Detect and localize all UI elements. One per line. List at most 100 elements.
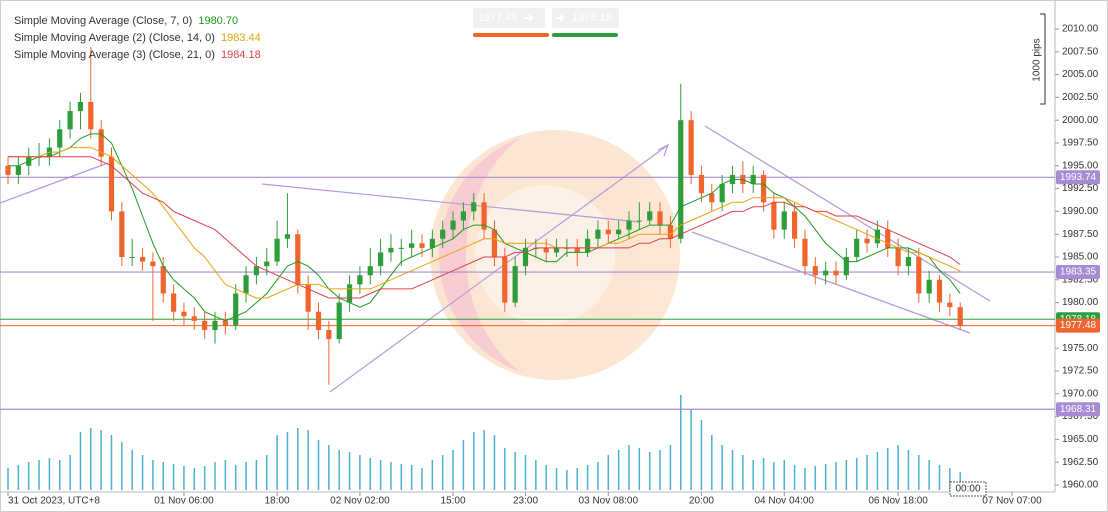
candle-body	[57, 129, 63, 148]
volume-bar	[762, 458, 765, 490]
candle-body	[77, 101, 84, 112]
volume-bar	[441, 455, 444, 490]
candle-body	[502, 257, 508, 303]
level-label: 1993.74	[1060, 172, 1097, 183]
volume-bar	[773, 462, 775, 490]
candle-body	[222, 320, 228, 326]
candle-body	[212, 320, 218, 330]
volume-bar	[214, 462, 216, 490]
legend-value: 1983.44	[221, 32, 261, 44]
volume-bar	[172, 464, 175, 490]
volume-bar	[845, 460, 848, 490]
volume-bar	[514, 452, 516, 490]
volume-bar	[38, 460, 40, 490]
candle-body	[274, 238, 280, 262]
volume-bar	[183, 466, 185, 490]
y-tick-label: 2002.50	[1062, 92, 1099, 103]
candle-body	[512, 266, 518, 303]
volume-bar	[721, 445, 723, 490]
buy-box[interactable]	[552, 8, 619, 28]
volume-bar	[141, 455, 144, 490]
candle-body	[626, 220, 632, 230]
candle-body	[574, 247, 580, 253]
volume-bar	[928, 460, 930, 490]
y-tick-label: 1972.50	[1062, 366, 1099, 377]
buy-arrow	[556, 14, 565, 22]
volume-bar	[783, 460, 785, 490]
candle-body	[616, 229, 622, 235]
candle-body	[181, 311, 187, 317]
candle-body	[698, 174, 705, 194]
volume-bar	[824, 464, 827, 490]
y-tick-label: 1990.00	[1062, 206, 1099, 217]
moving-average-line	[8, 147, 961, 299]
y-tick-label: 1985.00	[1062, 252, 1099, 263]
volume-bar	[473, 432, 475, 490]
volume-bar	[234, 465, 237, 490]
volume-bar	[276, 435, 278, 490]
y-tick-label: 1965.00	[1062, 434, 1099, 445]
volume-bar	[814, 466, 817, 490]
volume-bar	[752, 460, 754, 490]
volume-bar	[493, 435, 496, 490]
candle-body	[481, 202, 487, 230]
volume-bar	[793, 465, 796, 490]
y-tick-label: 1980.00	[1062, 297, 1099, 308]
volume-bar	[328, 445, 330, 490]
y-tick-label: 1960.00	[1062, 480, 1099, 491]
candle-body	[709, 193, 715, 203]
candle-body	[771, 202, 777, 230]
volume-bar	[680, 395, 682, 490]
crosshair-box	[949, 481, 987, 497]
volume-bar	[545, 465, 547, 490]
volume-bar	[379, 460, 382, 490]
volume-bar	[504, 448, 506, 490]
volume-bar	[742, 455, 744, 490]
level-label-box	[1056, 170, 1100, 185]
volume-bar	[887, 448, 889, 490]
candle-body	[67, 111, 73, 130]
candle-body	[471, 202, 477, 212]
volume-bar	[586, 465, 589, 490]
x-tick-label: 18:00	[265, 496, 290, 507]
y-tick-label: 1967.50	[1062, 411, 1099, 422]
candle-body	[678, 120, 684, 239]
candle-body	[398, 247, 404, 249]
candle-body	[802, 238, 808, 267]
sell-price: 1977.48	[478, 12, 518, 24]
candle-body	[522, 247, 529, 267]
candle-body	[108, 156, 115, 212]
volume-bar	[690, 410, 692, 490]
volume-bar	[938, 465, 941, 490]
volume-bar	[266, 455, 268, 490]
volume-bar	[7, 468, 9, 490]
candle-body	[905, 257, 912, 267]
level-label-box	[1056, 265, 1100, 280]
x-tick-label: 04 Nov 04:00	[755, 496, 815, 507]
volume-bar	[203, 466, 206, 490]
volume-bar	[48, 458, 51, 490]
candle-body	[957, 307, 963, 326]
candle-body	[129, 257, 135, 258]
buy-price: 1978.18	[572, 12, 612, 24]
volume-bar	[855, 458, 858, 490]
volume-bar	[369, 458, 371, 490]
candle-body	[688, 120, 694, 175]
volume-bar	[576, 468, 578, 490]
sell-box[interactable]	[473, 8, 545, 28]
volume-bar	[669, 445, 672, 490]
volume-bar	[110, 435, 113, 490]
volume-bar	[452, 450, 454, 490]
candle-body	[440, 229, 446, 239]
volume-bar	[731, 450, 734, 490]
candle-body	[264, 261, 270, 267]
x-tick-label: 07 Nov 07:00	[982, 496, 1042, 507]
volume-bar	[483, 430, 485, 490]
volume-bar	[286, 432, 289, 490]
candle-body	[233, 293, 239, 326]
candle-body	[139, 257, 146, 262]
candle-body	[326, 329, 332, 340]
volume-bar	[152, 460, 154, 490]
candle-body	[792, 211, 798, 239]
watermark-logo	[430, 130, 680, 380]
